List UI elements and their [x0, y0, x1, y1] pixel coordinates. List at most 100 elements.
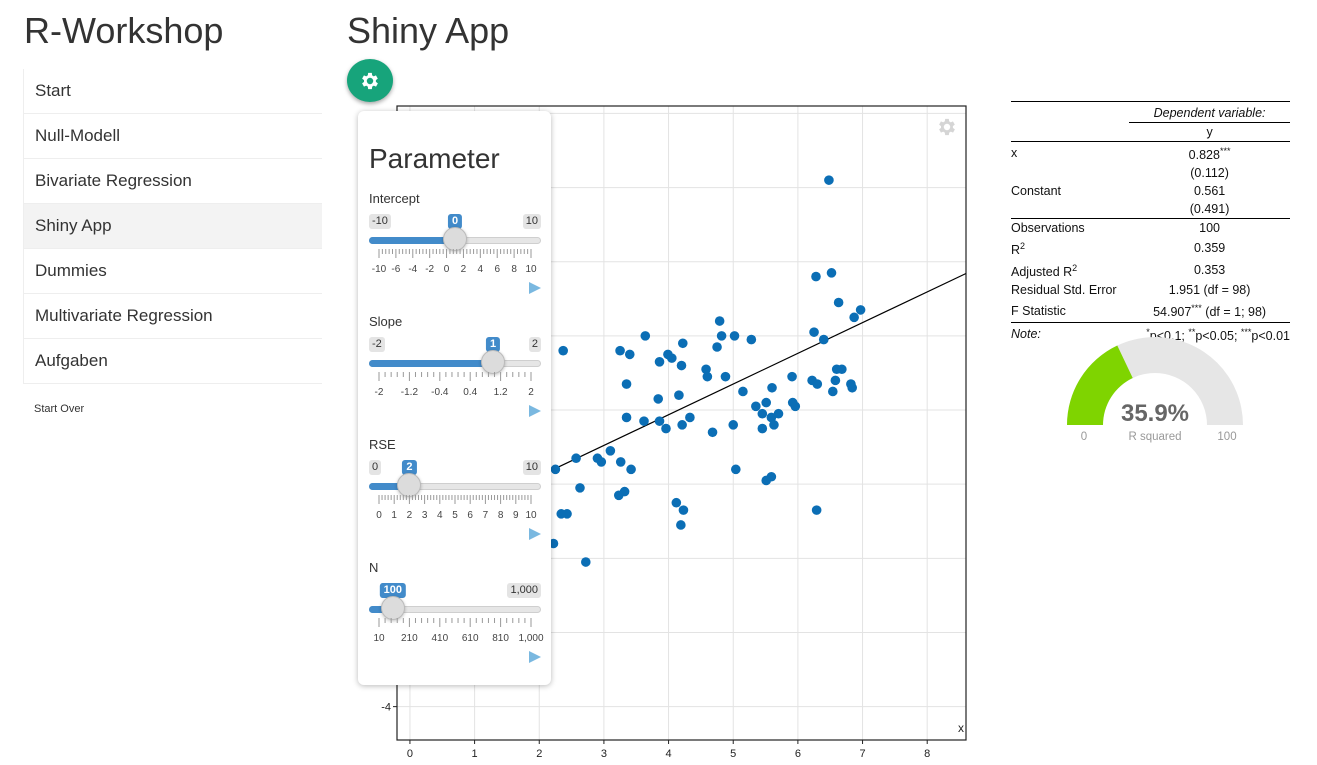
slider-handle[interactable] [397, 473, 422, 497]
data-point [667, 353, 677, 363]
x-tick-label: 0 [407, 748, 413, 758]
slider-ticks [378, 372, 532, 381]
parameter-toggle-button[interactable] [347, 59, 393, 102]
settings-gear-icon[interactable] [936, 116, 958, 138]
stat-name: F Statistic [1011, 303, 1066, 318]
slider-tick-label: 1 [391, 510, 397, 521]
nav-item-shiny-app[interactable]: Shiny App [24, 204, 322, 249]
nav-item-bivariate-regression[interactable]: Bivariate Regression [24, 159, 322, 204]
data-point [828, 386, 838, 397]
data-point [757, 423, 768, 434]
nav-item-multivariate-regression[interactable]: Multivariate Regression [24, 294, 322, 339]
slider-ticks [378, 618, 532, 627]
x-tick-label: 6 [795, 748, 801, 758]
data-point [702, 371, 713, 382]
data-point [812, 379, 823, 389]
data-point [677, 338, 688, 349]
parameter-panel: Parameter Intercept -10 10 0 -10 -6 -4 -2 0 2… [358, 111, 551, 685]
data-point [674, 390, 684, 400]
x-tick-label: 3 [601, 748, 607, 758]
stat-value: 0.359 [1193, 241, 1226, 256]
slider-tick-label: 0.4 [463, 387, 478, 398]
gauge-max: 100 [1217, 431, 1236, 443]
data-point [849, 312, 859, 323]
data-point [751, 401, 761, 412]
stat-name: R2 [1011, 241, 1026, 258]
coef-value: 0.561 [1193, 184, 1226, 199]
slider-fill [369, 483, 410, 490]
slider-min: 0 [369, 460, 382, 475]
x-axis-label: x [958, 721, 964, 735]
slider-tick-label: 0 [443, 264, 450, 275]
data-point [837, 364, 847, 375]
data-point [707, 427, 718, 438]
slider-handle[interactable] [380, 596, 405, 620]
coef-name: x [1011, 146, 1018, 161]
slider-handle[interactable] [443, 227, 467, 251]
data-point [653, 394, 664, 404]
slider-tick-label: 6 [467, 510, 473, 521]
data-point [676, 520, 686, 530]
x-tick-label: 2 [536, 748, 542, 758]
slider-tick-label: 610 [461, 633, 479, 644]
x-tick-label: 4 [666, 748, 672, 758]
nav-item-start[interactable]: Start [24, 69, 322, 114]
play-icon[interactable] [528, 281, 542, 295]
r-squared-gauge: 35.9% R squared 0 100 [1067, 337, 1243, 443]
data-point [767, 382, 777, 393]
stat-value: 0.353 [1193, 263, 1226, 278]
coef-name [1011, 164, 1129, 182]
x-tick-label: 8 [924, 748, 930, 758]
stat-value: 100 [1199, 221, 1220, 236]
slider-tick-label: 4 [437, 510, 443, 521]
nav-item-aufgaben[interactable]: Aufgaben [24, 339, 322, 384]
slider-handle[interactable] [481, 350, 505, 374]
slider-tick-labels: -10 -6 -4 -2 0 2 4 6 8 10 [369, 264, 541, 276]
slider-tick-label: 210 [401, 633, 418, 644]
data-point [728, 420, 739, 430]
slider-max: 1,000 [507, 583, 541, 598]
slider-tick-label: 2 [460, 264, 467, 275]
play-icon[interactable] [528, 404, 542, 418]
stat-name: Residual Std. Error [1011, 283, 1117, 298]
slider-tick-label: 6 [494, 264, 500, 275]
data-point [714, 316, 725, 326]
nav-item-dummies[interactable]: Dummies [24, 249, 322, 294]
data-points [548, 175, 866, 567]
slider-tick-label: 1,000 [518, 633, 544, 644]
slider-fill [369, 360, 493, 367]
parameter-title: Parameter [369, 143, 500, 174]
coef-se: (0.491) [1189, 202, 1230, 217]
slider-tick-label: 5 [452, 510, 458, 521]
data-point [746, 334, 757, 345]
stat-value: 1.951 (df = 98) [1168, 283, 1251, 298]
data-point [757, 408, 768, 419]
gauge-value: 35.9% [1121, 400, 1189, 427]
data-point [654, 357, 665, 367]
nav-item-null-modell[interactable]: Null-Modell [24, 114, 322, 159]
x-tick-label: 7 [859, 748, 865, 758]
slider-fill [369, 237, 455, 244]
data-point [558, 345, 568, 356]
coef-se: (0.112) [1190, 166, 1229, 181]
regression-table: Dependent variable: y x 0.828*** (0.112)… [1011, 101, 1290, 345]
play-icon[interactable] [528, 527, 542, 541]
data-point [787, 371, 797, 382]
data-point [826, 268, 837, 278]
slider-tick-label: 3 [421, 510, 428, 521]
data-point [640, 331, 651, 341]
dependent-variable: y [1206, 125, 1213, 139]
data-point [855, 305, 866, 315]
data-point [596, 457, 607, 467]
data-point [818, 334, 829, 345]
slider-tick-label: 1.2 [493, 387, 508, 398]
start-over-link[interactable]: Start Over [34, 403, 85, 415]
data-point [624, 349, 635, 360]
slider-value: 1 [485, 337, 501, 352]
slider-tick-label: 9 [513, 510, 519, 521]
intercept-slider: Intercept -10 10 0 -10 -6 -4 -2 0 2 4 6 8 10 [369, 191, 541, 301]
play-icon[interactable] [528, 650, 542, 664]
slider-tick-label: 10 [373, 633, 385, 644]
data-point [626, 464, 636, 475]
